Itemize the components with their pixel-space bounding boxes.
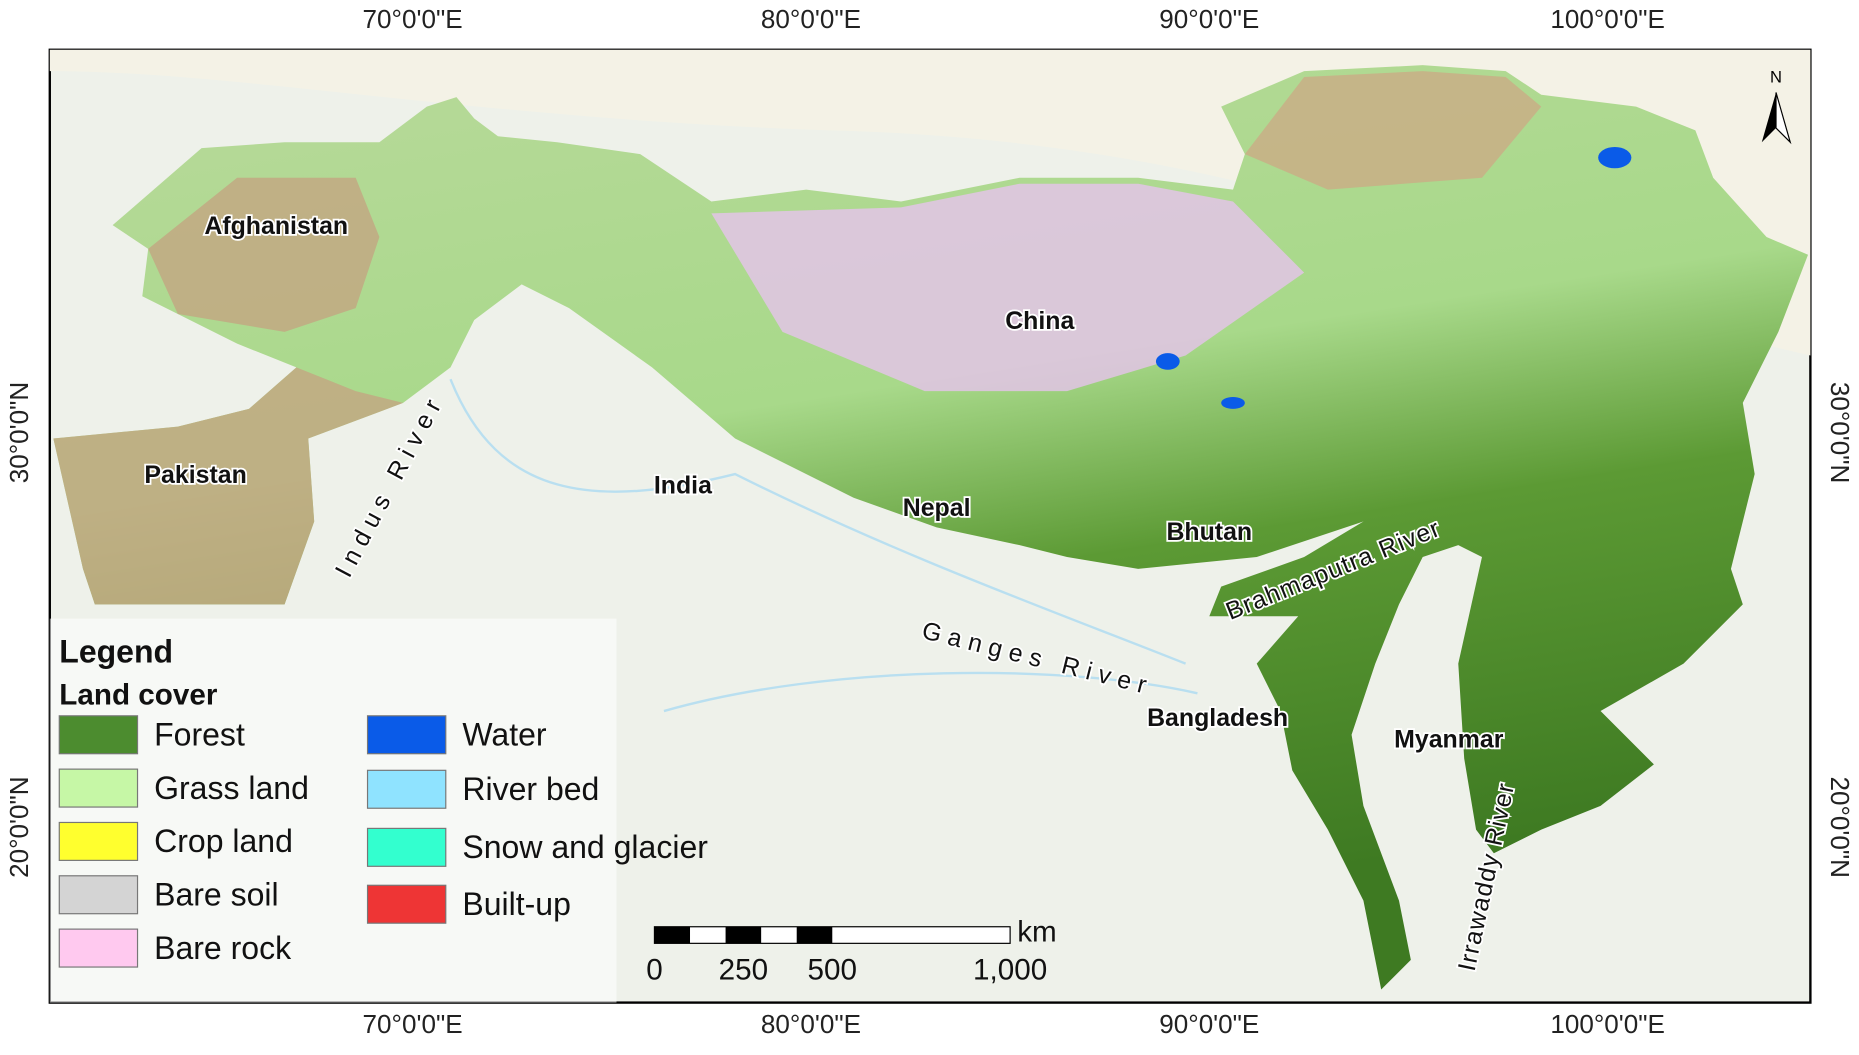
legend-label: Snow and glacier bbox=[462, 829, 708, 865]
latitude-label: 30°0'0"N bbox=[4, 382, 34, 483]
legend-label: Crop land bbox=[154, 823, 293, 859]
legend-swatch bbox=[366, 715, 447, 755]
country-label: Afghanistan bbox=[204, 212, 348, 240]
latitude-label: 20°0'0"N bbox=[4, 776, 34, 877]
scale-label: 1,000 bbox=[973, 954, 1047, 987]
land-cover bbox=[53, 65, 1809, 990]
legend-label: Bare soil bbox=[154, 877, 279, 913]
basin bbox=[1244, 71, 1542, 190]
scale-segment bbox=[725, 926, 762, 944]
legend-label: Built-up bbox=[462, 886, 571, 922]
scale-label: 0 bbox=[646, 954, 662, 987]
country-label: Myanmar bbox=[1394, 725, 1504, 753]
north-label: N bbox=[1770, 68, 1782, 87]
plateau bbox=[711, 183, 1305, 392]
scale-unit: km bbox=[1017, 916, 1057, 949]
legend-swatch bbox=[58, 715, 139, 755]
legend-subtitle: Land cover bbox=[59, 679, 218, 712]
scale-segment bbox=[796, 926, 833, 944]
scale-label: 500 bbox=[808, 954, 857, 987]
legend-box bbox=[49, 618, 617, 1003]
longitude-label: 80°0'0"E bbox=[761, 1009, 861, 1039]
latitude-label: 30°0'0"N bbox=[1825, 382, 1855, 483]
legend-label: Bare rock bbox=[154, 930, 292, 966]
longitude-label: 100°0'0"E bbox=[1550, 4, 1665, 34]
longitude-label: 70°0'0"E bbox=[363, 1009, 463, 1039]
legend-swatch bbox=[58, 875, 139, 915]
legend-swatch bbox=[58, 768, 139, 808]
legend-swatch bbox=[366, 769, 447, 809]
lake bbox=[1598, 146, 1632, 169]
longitude-label: 90°0'0"E bbox=[1159, 1009, 1259, 1039]
country-label: Bhutan bbox=[1166, 518, 1252, 546]
lake bbox=[1221, 397, 1245, 409]
country-label: Nepal bbox=[903, 494, 971, 522]
legend-items: Forest Grass land Crop land Bare soil Bare r… bbox=[58, 715, 708, 968]
legend-swatch bbox=[366, 884, 447, 924]
latitude-label: 20°0'0"N bbox=[1825, 776, 1855, 877]
legend-label: Grass land bbox=[154, 770, 309, 806]
river-line bbox=[449, 378, 1198, 713]
longitude-label: 100°0'0"E bbox=[1550, 1009, 1665, 1039]
longitude-label: 90°0'0"E bbox=[1159, 4, 1259, 34]
legend-label: River bed bbox=[462, 771, 599, 807]
lake bbox=[1155, 353, 1180, 370]
country-label: Bangladesh bbox=[1147, 704, 1288, 732]
longitude-label: 80°0'0"E bbox=[761, 4, 861, 34]
country-label: China bbox=[1005, 307, 1074, 335]
country-label: Pakistan bbox=[144, 461, 246, 489]
scale-label: 250 bbox=[719, 954, 768, 987]
legend-label: Forest bbox=[154, 717, 245, 753]
scale-segment bbox=[654, 926, 691, 944]
bare-area bbox=[53, 177, 404, 605]
legend-swatch bbox=[366, 827, 447, 867]
country-label: India bbox=[654, 472, 712, 500]
legend-swatch bbox=[58, 821, 139, 861]
north-arrow bbox=[1775, 92, 1792, 145]
legend-title: Legend bbox=[59, 634, 173, 670]
legend-label: Water bbox=[462, 717, 547, 753]
longitude-label: 70°0'0"E bbox=[363, 4, 463, 34]
legend-swatch bbox=[58, 928, 139, 968]
scale-bar bbox=[653, 926, 1011, 944]
